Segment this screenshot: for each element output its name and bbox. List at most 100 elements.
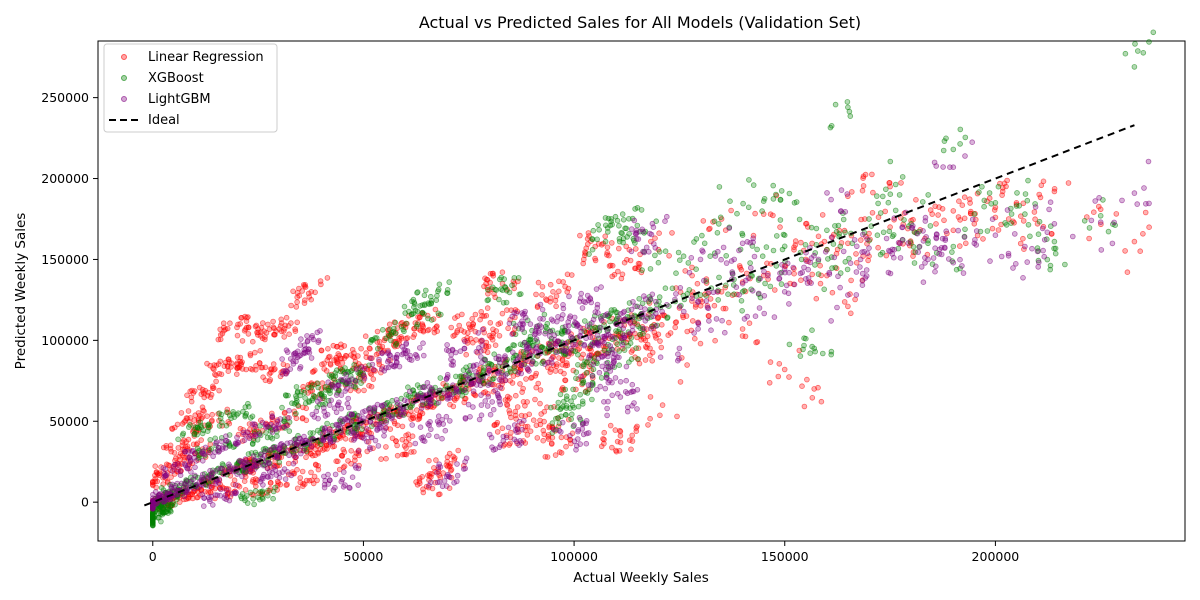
data-point xyxy=(838,187,845,193)
data-point xyxy=(674,357,681,364)
data-point xyxy=(628,446,634,453)
data-point xyxy=(527,428,534,435)
data-point xyxy=(689,318,696,324)
data-point xyxy=(979,184,985,190)
data-point xyxy=(353,366,360,373)
data-point xyxy=(532,396,538,403)
data-point xyxy=(847,310,854,317)
data-point xyxy=(284,349,291,355)
data-point xyxy=(420,352,427,359)
data-point xyxy=(742,333,749,340)
data-point xyxy=(612,375,619,381)
data-point xyxy=(346,484,352,491)
data-point xyxy=(152,489,159,495)
data-point xyxy=(842,209,849,215)
data-point xyxy=(515,275,522,281)
data-point xyxy=(319,361,325,368)
data-point xyxy=(583,417,590,424)
data-point xyxy=(454,313,461,320)
data-point xyxy=(750,182,757,188)
data-point xyxy=(419,399,426,405)
data-point xyxy=(980,236,986,242)
data-point xyxy=(506,395,513,401)
data-point xyxy=(406,356,413,363)
data-point xyxy=(809,343,815,350)
data-point xyxy=(734,210,740,217)
data-point xyxy=(497,320,504,326)
data-point xyxy=(155,471,161,477)
data-point xyxy=(763,244,770,250)
data-point xyxy=(633,236,640,242)
data-point xyxy=(865,257,871,264)
data-point xyxy=(207,362,214,369)
data-point xyxy=(533,291,539,298)
y-axis-label: Predicted Weekly Sales xyxy=(13,213,29,370)
data-point xyxy=(815,384,821,391)
data-point xyxy=(920,279,927,286)
data-point xyxy=(575,322,581,329)
y-tick-label: 50000 xyxy=(49,414,89,429)
data-point xyxy=(621,347,628,353)
data-point xyxy=(258,324,265,331)
data-point xyxy=(1119,197,1125,204)
data-point xyxy=(710,289,717,296)
data-point xyxy=(909,225,916,231)
data-point xyxy=(455,447,462,454)
data-point xyxy=(417,424,424,431)
data-point xyxy=(178,410,185,416)
data-point xyxy=(877,210,884,216)
data-point xyxy=(656,230,662,237)
data-point xyxy=(554,318,560,325)
data-point xyxy=(1004,207,1011,213)
data-point xyxy=(221,327,227,334)
data-point xyxy=(932,263,939,270)
data-point xyxy=(514,429,520,436)
y-tick-label: 150000 xyxy=(41,252,89,267)
data-point xyxy=(502,372,509,378)
data-point xyxy=(152,463,159,470)
data-point xyxy=(899,174,906,180)
data-point xyxy=(828,196,834,203)
data-point xyxy=(370,376,377,382)
data-point xyxy=(292,441,298,447)
data-point xyxy=(477,316,483,323)
ideal-reference-line xyxy=(143,124,1135,507)
data-point xyxy=(462,372,469,379)
data-point xyxy=(542,330,548,337)
data-point xyxy=(614,217,621,224)
data-point xyxy=(891,217,897,223)
data-point xyxy=(242,456,249,462)
data-point xyxy=(885,199,892,206)
data-point xyxy=(361,387,367,394)
data-point xyxy=(652,323,659,329)
data-point xyxy=(953,266,960,273)
data-point xyxy=(747,240,753,246)
data-point xyxy=(604,375,610,381)
data-point xyxy=(448,351,455,358)
data-point xyxy=(516,291,523,298)
data-point xyxy=(649,357,655,364)
data-point xyxy=(553,415,559,422)
data-point xyxy=(853,269,860,275)
data-point xyxy=(600,333,606,340)
data-point xyxy=(594,332,601,339)
data-point xyxy=(217,358,224,365)
data-point xyxy=(197,419,204,426)
data-point xyxy=(242,326,249,333)
data-point xyxy=(223,438,230,444)
data-point xyxy=(323,442,330,449)
data-point xyxy=(1137,248,1143,255)
data-point xyxy=(602,385,609,392)
data-point xyxy=(411,331,418,338)
data-point xyxy=(805,266,811,273)
data-point xyxy=(393,359,400,365)
data-point xyxy=(859,249,865,255)
data-point xyxy=(338,376,344,383)
data-point xyxy=(239,491,246,497)
data-point xyxy=(1097,219,1104,226)
data-point xyxy=(375,443,382,449)
data-point xyxy=(437,311,444,318)
data-point xyxy=(579,305,586,311)
data-point xyxy=(540,316,546,322)
